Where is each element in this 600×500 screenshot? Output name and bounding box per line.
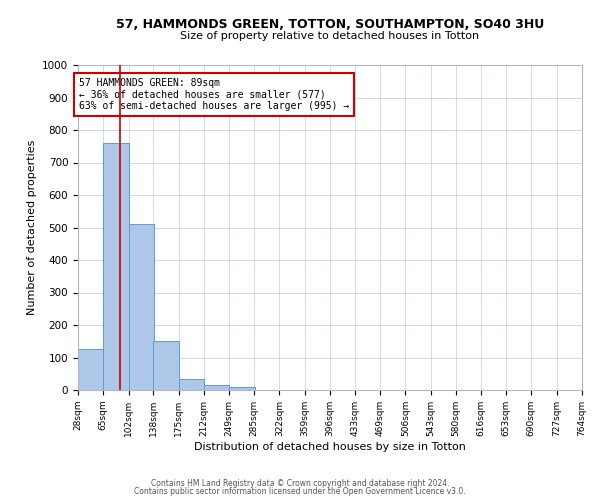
- Text: Contains HM Land Registry data © Crown copyright and database right 2024.: Contains HM Land Registry data © Crown c…: [151, 478, 449, 488]
- Text: 57 HAMMONDS GREEN: 89sqm
← 36% of detached houses are smaller (577)
63% of semi-: 57 HAMMONDS GREEN: 89sqm ← 36% of detach…: [79, 78, 349, 111]
- Bar: [78, 350, 103, 390]
- Bar: [204, 385, 229, 390]
- X-axis label: Distribution of detached houses by size in Totton: Distribution of detached houses by size …: [194, 442, 466, 452]
- Bar: [154, 341, 179, 390]
- Bar: [103, 143, 128, 390]
- Y-axis label: Number of detached properties: Number of detached properties: [26, 140, 37, 315]
- Text: Contains public sector information licensed under the Open Government Licence v3: Contains public sector information licen…: [134, 487, 466, 496]
- Text: 57, HAMMONDS GREEN, TOTTON, SOUTHAMPTON, SO40 3HU: 57, HAMMONDS GREEN, TOTTON, SOUTHAMPTON,…: [116, 18, 544, 30]
- Bar: [229, 388, 254, 390]
- Bar: [128, 224, 154, 390]
- Bar: [179, 378, 204, 390]
- Text: Size of property relative to detached houses in Totton: Size of property relative to detached ho…: [181, 31, 479, 41]
